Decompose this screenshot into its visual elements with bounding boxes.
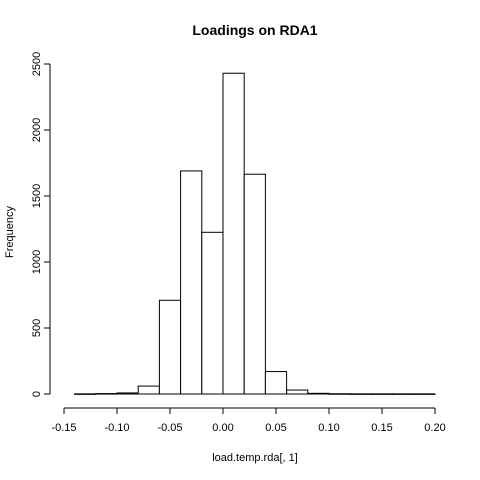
y-tick-label: 500	[31, 319, 43, 337]
x-axis: -0.15 -0.10 -0.05 0.00 0.05 0.10 0.15 0.20	[51, 407, 446, 434]
y-tick-label: 2000	[31, 118, 43, 142]
x-tick-label: 0.10	[318, 422, 339, 434]
y-tick-label: 1000	[31, 250, 43, 274]
histogram-bar	[392, 393, 415, 395]
x-tick-label: -0.05	[157, 422, 182, 434]
histogram-bar	[137, 385, 160, 395]
y-axis-label: Frequency	[4, 206, 16, 258]
histogram-bar	[370, 393, 394, 395]
histogram-bar	[95, 393, 118, 395]
y-tick-label: 2500	[31, 52, 43, 76]
histogram-bar	[349, 393, 372, 395]
histogram-bar	[180, 170, 203, 395]
histogram-bar	[264, 371, 288, 395]
histogram-bar	[243, 173, 266, 395]
y-axis: 0 500 1000 1500 2000 2500	[31, 52, 51, 397]
histogram-bars	[74, 72, 436, 395]
y-tick-label: 0	[31, 391, 43, 397]
x-tick-label: 0.20	[424, 422, 445, 434]
histogram-bar	[222, 72, 245, 395]
chart-title: Loadings on RDA1	[192, 22, 317, 38]
x-tick-label: 0.05	[265, 422, 286, 434]
x-tick-label: 0.15	[371, 422, 392, 434]
y-tick-label: 1500	[31, 184, 43, 208]
x-axis-label: load.temp.rda[, 1]	[212, 452, 298, 464]
x-tick-label: -0.15	[51, 422, 76, 434]
histogram-bar	[328, 393, 351, 395]
histogram-bar	[116, 392, 139, 395]
histogram-bar	[286, 389, 309, 395]
x-tick-label: -0.10	[104, 422, 129, 434]
histogram-bar	[307, 392, 330, 395]
histogram-bar	[74, 393, 97, 395]
histogram-bar	[201, 231, 224, 395]
histogram-bar	[158, 299, 182, 395]
x-tick-label: 0.00	[212, 422, 233, 434]
histogram-bar	[413, 393, 436, 395]
